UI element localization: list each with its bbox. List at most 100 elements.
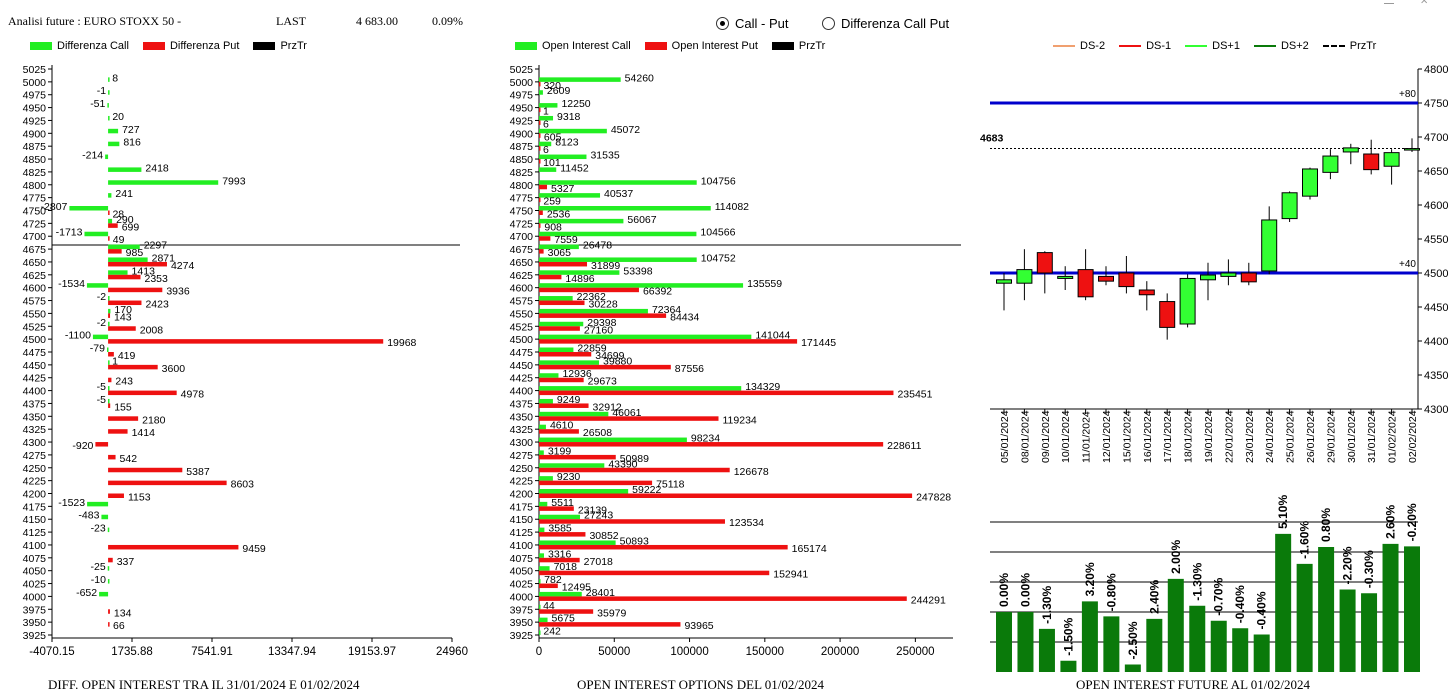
close-icon[interactable]: ✕ <box>1420 0 1429 7</box>
chart-future-oi-bars: 0.00% 0.00% -1.30% -1.50% 3.20% -0.80% -2.50% 2… <box>990 495 1420 672</box>
call-bar <box>108 257 148 262</box>
bar-value-label: 104756 <box>701 175 736 187</box>
radio-dot[interactable] <box>822 17 835 30</box>
put-bar <box>539 107 541 113</box>
date-label: 12/01/2024 <box>1101 410 1113 463</box>
bar-value-label: 241 <box>115 188 133 200</box>
legend-label: PrzTr <box>280 40 307 52</box>
oi-bar-label: -2.50% <box>1126 621 1140 659</box>
strike-label: 4725 <box>23 218 47 230</box>
oi-bar <box>996 612 1012 672</box>
radio-diff-call-put[interactable]: Differenza Call Put <box>822 16 949 31</box>
radio-dot-selected[interactable] <box>716 17 729 30</box>
bar-value-label: 5327 <box>551 183 575 195</box>
call-bar <box>539 77 621 82</box>
oi-bar <box>1275 533 1292 672</box>
strike-label: 4400 <box>23 386 47 398</box>
minimize-icon[interactable] <box>1384 0 1394 4</box>
bar-value-label: 54260 <box>625 72 654 84</box>
bar-value-label: 75118 <box>656 479 685 491</box>
call-bar <box>539 553 544 558</box>
date-label: 17/01/2024 <box>1162 410 1174 463</box>
candle-body <box>1220 272 1237 277</box>
bar-value-label: 3585 <box>548 523 572 535</box>
strike-label: 4600 <box>510 283 534 295</box>
oi-bar <box>1339 589 1356 672</box>
bar-value-label: -1100 <box>65 330 91 342</box>
put-bar <box>539 429 579 434</box>
call-bar <box>539 270 620 275</box>
legend-label: Differenza Put <box>169 40 240 52</box>
bar-value-label: -79 <box>90 343 105 355</box>
oi-bar-label: -0.20% <box>1405 503 1419 541</box>
call-bar <box>86 283 109 288</box>
candle-body <box>1077 269 1094 298</box>
strike-label: 4700 <box>23 231 47 243</box>
candle-body <box>1016 269 1033 284</box>
bar-value-label: -920 <box>72 440 93 452</box>
call-bar <box>539 257 697 262</box>
strike-label: 3950 <box>23 617 47 629</box>
call-bar <box>108 308 111 314</box>
strike-label: 4925 <box>23 115 47 127</box>
bar-value-label: 155 <box>114 401 132 413</box>
put-bar <box>539 287 639 293</box>
call-bar <box>108 180 219 185</box>
strike-label: 4525 <box>23 321 47 333</box>
bar-value-label: 4274 <box>171 260 195 272</box>
bar-value-label: 228611 <box>887 440 921 452</box>
oi-bar <box>1146 618 1163 672</box>
bar-value-label: 247828 <box>916 492 951 504</box>
date-label: 15/01/2024 <box>1121 410 1133 463</box>
bar-value-label: 2418 <box>145 162 169 174</box>
strike-label: 4550 <box>23 308 47 320</box>
bar-value-label: 8603 <box>231 479 255 491</box>
put-bar <box>108 274 141 280</box>
bar-value-label: 8 <box>112 72 118 84</box>
bar-value-label: 1413 <box>132 265 156 277</box>
bar-value-label: 87556 <box>675 363 704 375</box>
bar-value-label: 2180 <box>142 414 166 426</box>
oi-bar-label: 2.00% <box>1169 540 1183 574</box>
put-bar <box>108 544 239 550</box>
bar-value-label: 126678 <box>734 466 769 478</box>
call-bar <box>108 167 142 172</box>
legend-label: Open Interest Put <box>671 40 758 52</box>
call-bar <box>106 347 109 352</box>
strike-label: 4075 <box>510 553 534 565</box>
call-bar <box>108 218 113 224</box>
radio-call-put[interactable]: Call - Put <box>716 16 788 31</box>
date-label: 11/01/2024 <box>1081 411 1093 463</box>
strike-label: 5025 <box>510 64 534 76</box>
strike-label: 4575 <box>510 296 534 308</box>
call-bar <box>539 321 584 327</box>
bar-value-label: 72364 <box>652 304 681 316</box>
bar-value-label: 171445 <box>801 337 836 349</box>
oi-bar <box>1017 612 1034 672</box>
put-bar <box>108 493 124 498</box>
oi-bar-label: 0.00% <box>1018 573 1032 607</box>
strike-label: 4250 <box>23 463 47 475</box>
put-bar <box>539 454 616 460</box>
bar-value-label: 782 <box>544 574 562 586</box>
bar-value-label: 141044 <box>755 330 790 342</box>
put-bar <box>539 364 671 370</box>
legend-swatch <box>1322 45 1345 47</box>
oi-bar <box>1081 601 1098 672</box>
strike-label: 4625 <box>23 270 47 282</box>
put-bar <box>539 274 562 280</box>
call-bar <box>539 244 579 250</box>
candle-body <box>1200 274 1216 281</box>
call-bar <box>539 540 616 545</box>
put-bar <box>539 326 580 331</box>
bar-value-label: -1534 <box>58 278 85 290</box>
strike-label: 4325 <box>23 424 47 436</box>
bar-value-label: 14896 <box>565 273 594 285</box>
bar-value-label: 26508 <box>583 427 612 439</box>
strike-label: 4750 <box>23 206 47 218</box>
call-bar <box>539 90 543 95</box>
bar-value-label: 12936 <box>562 368 591 380</box>
legend-label: PrzTr <box>798 40 826 52</box>
bar-value-label: 2871 <box>152 252 176 264</box>
bar-value-label: 84434 <box>670 311 699 323</box>
